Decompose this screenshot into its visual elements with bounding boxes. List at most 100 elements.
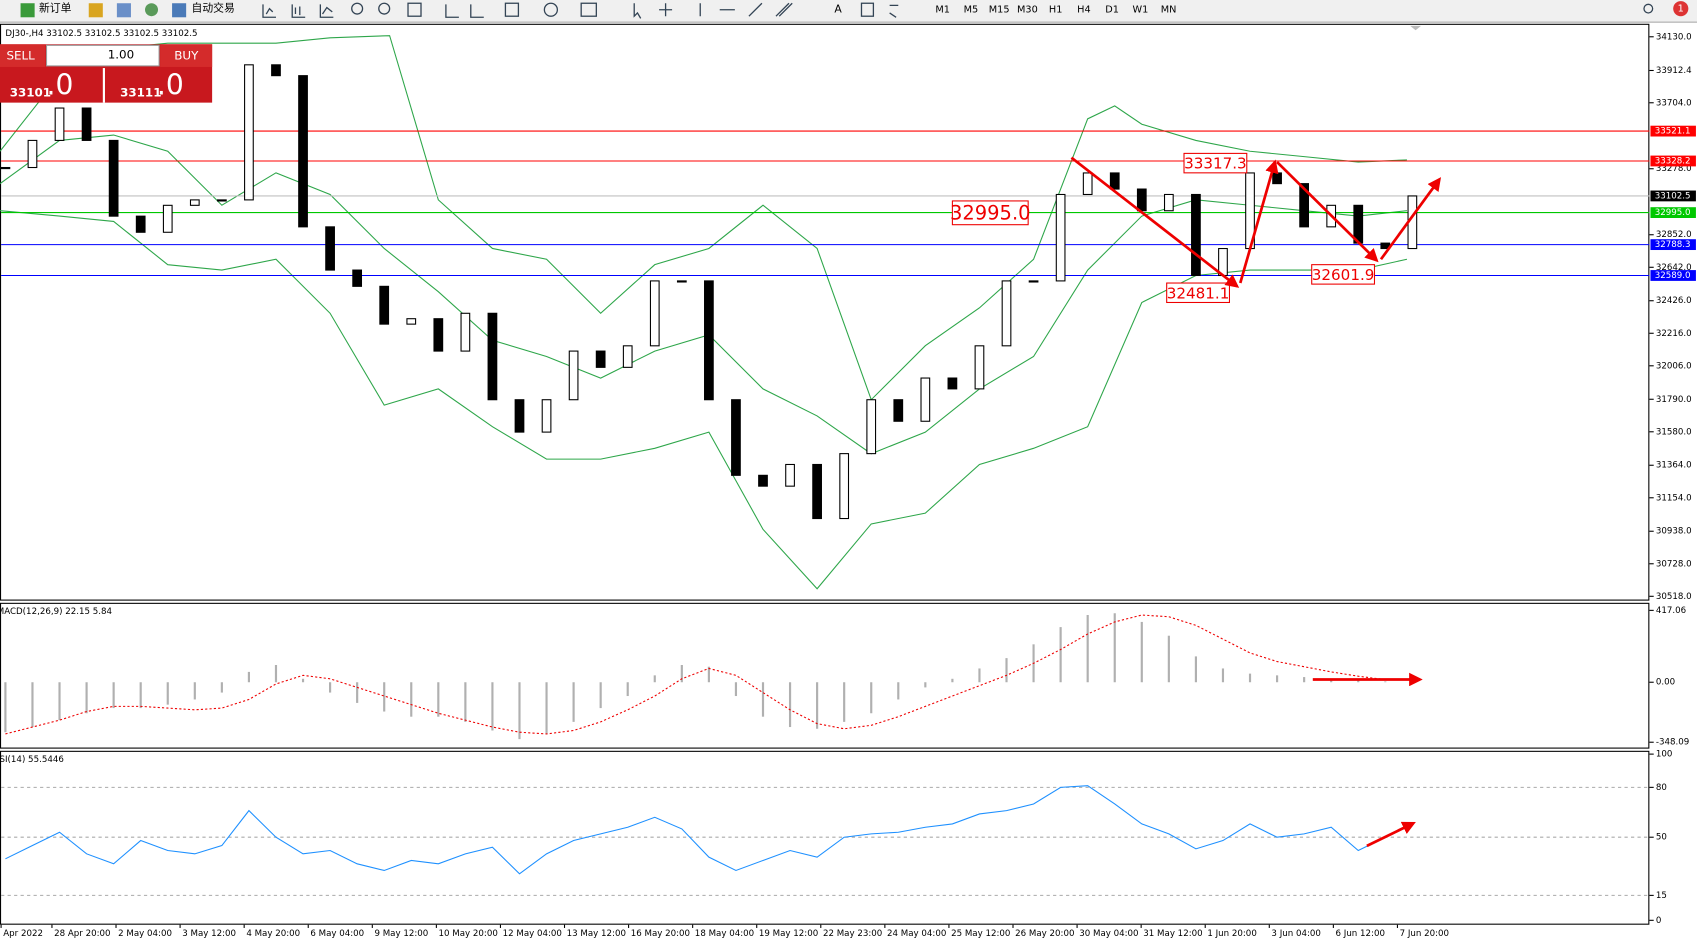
annotation-box [1311,264,1376,285]
y-tick-label: 50 [1656,833,1667,843]
y-tick-label: 0.00 [1656,678,1675,688]
macd-frame [0,602,1650,749]
draw-tools[interactable] [699,2,793,17]
buy-price[interactable]: 33111 [120,85,161,99]
arrow [1366,821,1416,848]
scroll-icons[interactable] [445,4,484,18]
candle [595,350,606,368]
y-tick-label: 32852.0 [1656,230,1692,240]
timeframe-button[interactable]: M1 [935,5,950,16]
candle [325,226,335,271]
candle [244,64,254,201]
candle [758,474,768,487]
price-level-tag [1650,125,1696,137]
analysis-arrows [1070,156,1442,848]
annotation-label: 32995.0 [950,201,1031,224]
candle [568,350,579,401]
shift-marker [1410,25,1422,31]
alert-badge[interactable] [1673,1,1689,17]
candle [812,463,822,520]
price-level-tag [1650,207,1696,218]
timeframe-button[interactable]: W1 [1132,5,1148,16]
candle [0,166,11,170]
x-tick-label: 4 May 20:00 [246,929,300,939]
candle [1028,280,1039,283]
timeframe-button[interactable]: H4 [1077,5,1091,16]
label-icon[interactable] [860,2,875,17]
buy-price-big[interactable]: .0 [157,68,184,101]
candle [893,399,904,422]
y-tick-label: 80 [1656,783,1667,793]
x-tick-label: 24 May 04:00 [887,929,946,939]
alert-count: 1 [1678,4,1684,15]
new-order-button[interactable]: 新订单 [39,1,72,15]
candle [514,399,525,433]
timeframe-button[interactable]: D1 [1105,5,1119,16]
timeframe-button[interactable]: M5 [964,5,979,16]
x-tick-label: 12 May 04:00 [503,929,562,939]
crosshair-icon[interactable] [659,3,673,17]
new-order-icon[interactable] [20,3,35,18]
y-tick-label: 100 [1656,750,1673,760]
price-level-label: 33328.2 [1655,156,1691,166]
annotation-box [1166,282,1231,304]
text-tool[interactable]: A [834,3,842,16]
y-tick-label: 0 [1656,916,1662,926]
auto-trade-icon[interactable] [172,3,187,18]
y-tick-label: 15 [1656,891,1667,901]
indicators-icon[interactable] [504,2,520,17]
toolbar-icons [262,2,1654,19]
sell-price-big[interactable]: .0 [47,68,74,101]
sell-button[interactable] [0,44,46,67]
candle [406,318,417,325]
line-chart-icon[interactable] [319,4,334,18]
candle [54,107,65,141]
y-tick-label: 32006.0 [1656,361,1692,371]
toolbar-icon[interactable] [145,3,159,17]
candle [541,399,552,433]
toolbar-icon[interactable] [116,3,131,18]
y-tick-label: 417.06 [1656,606,1686,616]
y-tick-label: 30938.0 [1656,527,1692,537]
chart-header: DJ30-,H4 33102.5 33102.5 33102.5 33102.5 [5,29,197,39]
periods-icon[interactable] [543,2,559,17]
timeframe-button[interactable]: M15 [989,5,1010,16]
sell-price[interactable]: 33101 [10,85,51,99]
sell-label[interactable]: SELL [6,49,35,63]
candle [866,399,877,455]
macd-signal [5,614,1386,735]
candle-icon[interactable] [291,4,306,18]
bar-chart-icon[interactable] [262,4,276,18]
buy-label[interactable]: BUY [174,49,199,63]
x-tick-label: 16 May 20:00 [631,929,690,939]
rsi-line [5,785,1386,875]
y-tick-label: -348.09 [1656,738,1689,748]
x-tick-label: 25 May 12:00 [951,929,1010,939]
buy-button[interactable] [160,44,213,67]
main-chart-frame [0,23,1650,601]
search-icon[interactable] [1643,3,1654,14]
x-tick-label: 22 May 23:00 [823,929,882,939]
zoom-in-icon[interactable] [351,2,364,15]
lot-input[interactable] [45,44,160,67]
timeframe-button[interactable]: M30 [1017,5,1038,16]
cursor-icon[interactable] [633,3,642,19]
timeframe-button[interactable]: H1 [1049,5,1063,16]
candle [379,285,390,325]
templates-icon[interactable] [580,2,597,17]
lot-value[interactable]: 1.00 [108,48,134,62]
x-tick-label: 9 May 12:00 [374,929,428,939]
timeframe-button[interactable]: MN [1161,5,1177,16]
main-chart: 34130.0 33912.4 33704.0 33278.0 32852.0 32642… [0,32,1696,602]
y-tick-label: 33912.4 [1656,66,1692,76]
tile-icon[interactable] [407,2,422,17]
candle [622,345,633,368]
zoom-out-icon[interactable] [378,2,391,15]
auto-trade-button[interactable]: 自动交易 [192,1,235,15]
candle [352,269,363,287]
candle [298,75,308,228]
arrows-icon[interactable] [889,4,899,18]
toolbar-icon[interactable] [88,3,103,18]
candle [704,280,714,401]
